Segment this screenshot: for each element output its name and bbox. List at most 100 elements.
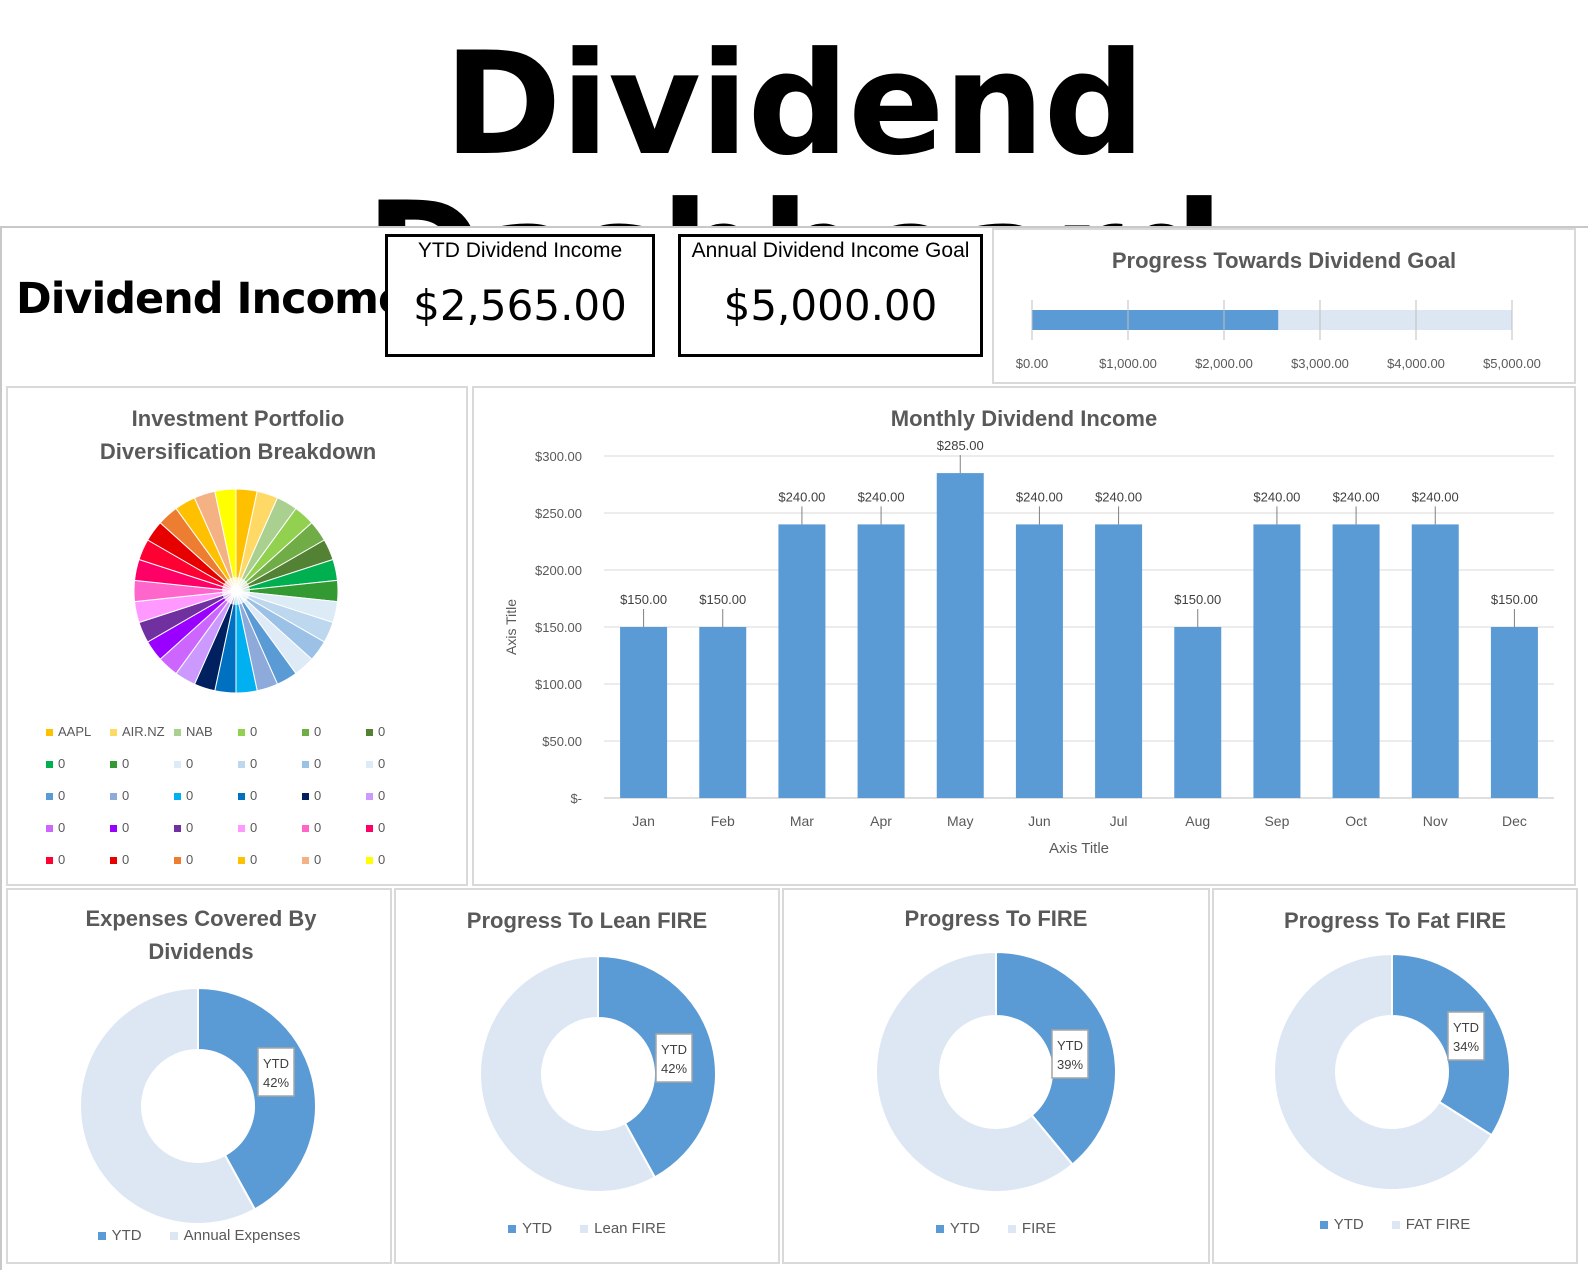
legend-swatch (238, 825, 245, 832)
x-axis-title: Axis Title (1049, 840, 1109, 857)
donut-legend-expenses: YTD Annual Expenses (8, 1227, 390, 1244)
legend-swatch (238, 793, 245, 800)
data-label-box (655, 1033, 693, 1083)
legend-item: 0 (238, 756, 257, 771)
bar (936, 473, 984, 798)
legend-label: 0 (58, 756, 66, 771)
data-label: $150.00 (1491, 592, 1538, 607)
donut-slice (479, 954, 657, 1193)
donut-title-fat-fire: Progress To Fat FIRE (1283, 908, 1507, 933)
legend-label: 0 (250, 820, 258, 835)
bar (1411, 524, 1459, 798)
monthly-title: Monthly Dividend Income (890, 406, 1158, 431)
legend-swatch (302, 857, 309, 864)
legend-swatch (302, 729, 309, 736)
legend-label: AAPL (58, 724, 92, 739)
donut-panel-expenses: Expenses Covered By Dividends YTD 42% YTD… (6, 888, 392, 1264)
y-tick-label: $50.00 (542, 734, 582, 749)
portfolio-pie-title: Investment Portfolio Diversification Bre… (99, 406, 377, 464)
legend-label: 0 (58, 820, 66, 835)
legend-item: FIRE (1007, 1220, 1057, 1237)
legend-label: YTD (522, 1220, 553, 1237)
donut-slice (197, 986, 317, 1211)
x-tick-label: Nov (1423, 813, 1448, 829)
ytd-kpi-value: $2,565.00 (413, 281, 627, 330)
bar (1490, 627, 1538, 798)
goal-kpi-card: Annual Dividend Income Goal $5,000.00 (678, 234, 983, 357)
legend-swatch (46, 729, 53, 736)
legend-swatch (174, 793, 181, 800)
legend-label: 0 (186, 788, 194, 803)
legend-label: 0 (122, 820, 130, 835)
goal-progress-title: Progress Towards Dividend Goal (1111, 248, 1457, 273)
data-label-name: YTD (661, 1042, 687, 1057)
portfolio-pie-chart (133, 488, 339, 694)
x-tick-label: $2,000.00 (1195, 356, 1253, 371)
bar (1015, 524, 1063, 798)
legend-swatch (238, 729, 245, 736)
donut-title-expenses: Expenses Covered By Dividends (85, 906, 317, 964)
legend-label: 0 (314, 820, 322, 835)
donut-panel-lean-fire: Progress To Lean FIRE YTD 42% YTD Lean FI… (394, 888, 780, 1264)
legend-item: 0 (110, 788, 129, 803)
legend-item: 0 (366, 788, 385, 803)
x-tick-label: Apr (870, 813, 892, 829)
legend-label: FAT FIRE (1405, 1216, 1471, 1233)
x-tick-label: Jul (1110, 813, 1128, 829)
legend-swatch (110, 729, 117, 736)
legend-label: 0 (186, 852, 194, 867)
legend-label: NAB (186, 724, 213, 739)
y-tick-label: $- (570, 791, 582, 806)
portfolio-pie-panel: Investment Portfolio Diversification Bre… (6, 386, 468, 886)
legend-item: NAB (174, 724, 213, 739)
y-axis-title: Axis Title (503, 599, 519, 655)
bar (778, 524, 826, 798)
legend-label: 0 (378, 820, 386, 835)
y-tick-label: $300.00 (535, 449, 582, 464)
legend-item: 0 (366, 820, 385, 835)
y-tick-label: $250.00 (535, 506, 582, 521)
data-label: $285.00 (937, 438, 984, 453)
bar (1253, 524, 1301, 798)
legend-label: FIRE (1021, 1220, 1057, 1237)
legend-swatch (46, 825, 53, 832)
legend-item: 0 (110, 756, 129, 771)
legend-item: 0 (110, 852, 129, 867)
legend-swatch (174, 857, 181, 864)
data-label: $150.00 (699, 592, 746, 607)
legend-item: YTD (935, 1220, 980, 1237)
bar (1174, 627, 1222, 798)
legend-item: Annual Expenses (169, 1227, 300, 1244)
legend-item: 0 (174, 820, 193, 835)
legend-swatch (302, 761, 309, 768)
legend-swatch (174, 761, 181, 768)
legend-label: 0 (378, 852, 386, 867)
legend-label: 0 (250, 788, 258, 803)
y-tick-label: $150.00 (535, 620, 582, 635)
legend-label: 0 (58, 852, 66, 867)
legend-label: YTD (1333, 1216, 1364, 1233)
donut-slice (875, 950, 1074, 1193)
legend-swatch (366, 825, 373, 832)
data-label-box (1447, 1011, 1485, 1061)
donut-slice (79, 986, 257, 1225)
legend-label: 0 (250, 852, 258, 867)
legend-label: 0 (122, 756, 130, 771)
data-label: $150.00 (1174, 592, 1221, 607)
data-label-box (257, 1047, 295, 1097)
legend-item: 0 (174, 756, 193, 771)
donut-chart-fire: YTD 39% (875, 950, 1117, 1193)
data-label-value: 42% (263, 1075, 289, 1090)
legend-swatch (46, 793, 53, 800)
legend-swatch (366, 729, 373, 736)
legend-item: 0 (366, 852, 385, 867)
legend-label: 0 (186, 820, 194, 835)
y-tick-label: $200.00 (535, 563, 582, 578)
x-tick-label: May (947, 813, 973, 829)
legend-item: 0 (302, 724, 321, 739)
legend-swatch (366, 761, 373, 768)
bar (699, 627, 747, 798)
legend-item: 0 (302, 820, 321, 835)
x-tick-label: Aug (1185, 813, 1210, 829)
data-label: $240.00 (858, 489, 905, 504)
